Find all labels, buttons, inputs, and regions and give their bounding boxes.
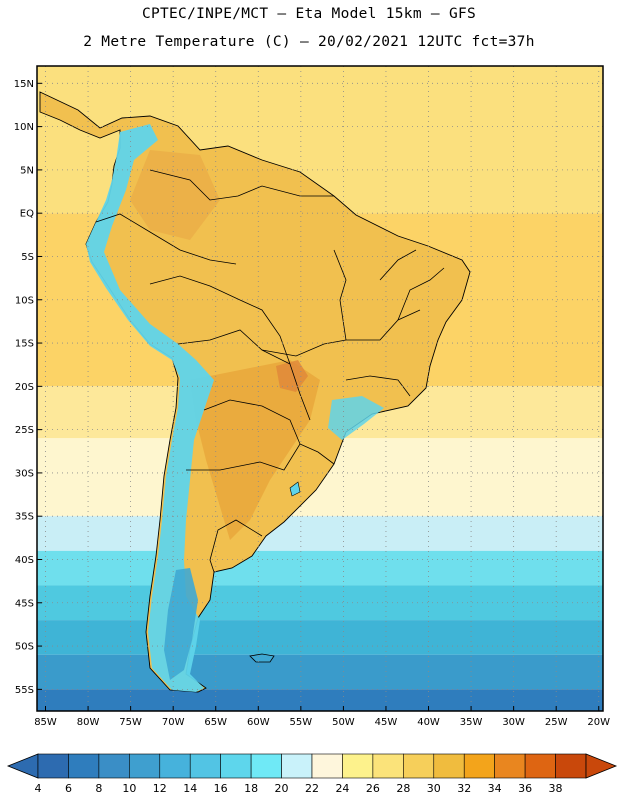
colorbar-label: 32 — [457, 782, 471, 795]
lat-label: 10N — [14, 122, 34, 133]
temperature-colorbar: 4 6 8 10 12 14 16 18 20 22 24 26 28 30 32 34 36 38 — [6, 753, 618, 795]
country-borders — [95, 169, 445, 573]
lon-label: 55W — [290, 717, 313, 728]
colorbar-swatch — [311, 753, 343, 779]
andes-cold-band — [86, 124, 214, 692]
colorbar-label: 24 — [335, 782, 349, 795]
colorbar-label: 22 — [305, 782, 319, 795]
lat-label: 20S — [15, 382, 34, 393]
lon-label: 85W — [34, 717, 57, 728]
lat-label: 15N — [14, 79, 34, 90]
colorbar-label: 28 — [396, 782, 410, 795]
colorbar-right-cap — [585, 753, 618, 779]
colorbar-label: 4 — [35, 782, 42, 795]
lat-label: 45S — [15, 598, 34, 609]
colorbar-swatch — [98, 753, 130, 779]
longitude-labels: 85W 80W 75W 70W 65W 60W 55W 50W 45W 40W 35W 30W 25W 2… — [34, 706, 610, 728]
plot-area — [37, 66, 603, 711]
lon-label: 70W — [162, 717, 185, 728]
lon-label: 50W — [332, 717, 355, 728]
lagoa-dos-patos — [289, 481, 301, 497]
lon-label: 40W — [417, 717, 440, 728]
colorbar-left-cap — [6, 753, 39, 779]
coastal-cold-patch — [328, 396, 384, 440]
colorbar-swatch — [524, 753, 556, 779]
ocean-band-4 — [37, 516, 603, 551]
lon-label: 75W — [119, 717, 142, 728]
colorbar-swatch — [463, 753, 495, 779]
colorbar-label: 6 — [65, 782, 72, 795]
lat-label: EQ — [20, 209, 34, 220]
lat-label: 50S — [15, 642, 34, 653]
colorbar-label: 38 — [549, 782, 563, 795]
colorbar-swatch — [281, 753, 313, 779]
colorbar-label: 34 — [488, 782, 502, 795]
colorbar-swatch — [433, 753, 465, 779]
lon-label: 45W — [375, 717, 398, 728]
colorbar-label: 10 — [122, 782, 136, 795]
warm-interior-region — [190, 360, 320, 540]
map-title: CPTEC/INPE/MCT – Eta Model 15km – GFS — [141, 6, 477, 22]
colorbar-swatch — [159, 753, 191, 779]
map-subtitle: 2 Metre Temperature (C) – 20/02/2021 12U… — [83, 34, 535, 50]
colorbar-swatch — [68, 753, 100, 779]
colorbar-swatch — [555, 753, 587, 779]
ocean-band-6 — [37, 585, 603, 621]
colorbar-label: 30 — [427, 782, 441, 795]
colorbar-swatch — [37, 753, 69, 779]
colorbar-swatch — [342, 753, 374, 779]
andes-coldest-core — [164, 568, 198, 680]
colorbar-swatch — [189, 753, 221, 779]
latitude-labels: 15N 10N 5N EQ 5S 10S 15S 20S 25S 30S 35S 40S 45S 50S 5… — [14, 79, 42, 696]
colorbar-label: 12 — [153, 782, 167, 795]
lon-label: 20W — [587, 717, 610, 728]
colorbar-label: 8 — [95, 782, 102, 795]
lon-label: 35W — [460, 717, 483, 728]
colorbar-label: 18 — [244, 782, 258, 795]
lat-label: 35S — [15, 512, 34, 523]
lon-label: 65W — [204, 717, 227, 728]
lon-label: 80W — [77, 717, 100, 728]
lat-label: 15S — [15, 339, 34, 350]
colorbar-swatch — [494, 753, 526, 779]
lat-label: 40S — [15, 555, 34, 566]
lat-label: 5S — [21, 252, 34, 263]
lon-label: 25W — [545, 717, 568, 728]
colorbar-label: 26 — [366, 782, 380, 795]
ocean-band-9 — [37, 689, 603, 711]
lat-label: 55S — [15, 685, 34, 696]
ocean-band-8 — [37, 654, 603, 690]
colorbar-label: 20 — [275, 782, 289, 795]
colorbar-label: 16 — [214, 782, 228, 795]
lat-label: 5N — [20, 165, 34, 176]
colorbar-swatch — [250, 753, 282, 779]
lat-label: 10S — [15, 295, 34, 306]
colorbar-swatch — [129, 753, 161, 779]
ocean-band-7 — [37, 620, 603, 655]
colorbar-swatch — [372, 753, 404, 779]
warm-north-region — [130, 150, 220, 240]
falkland-islands — [249, 653, 275, 663]
colorbar-label: 36 — [518, 782, 532, 795]
ocean-band-5 — [37, 550, 603, 586]
lat-label: 25S — [15, 425, 34, 436]
colorbar-swatch — [220, 753, 252, 779]
colorbar-label: 14 — [183, 782, 197, 795]
lon-label: 30W — [502, 717, 525, 728]
lon-label: 60W — [247, 717, 270, 728]
plot-frame — [36, 65, 604, 712]
colorbar-swatch — [403, 753, 435, 779]
lat-label: 30S — [15, 468, 34, 479]
hotspot-pantanal — [276, 360, 308, 392]
